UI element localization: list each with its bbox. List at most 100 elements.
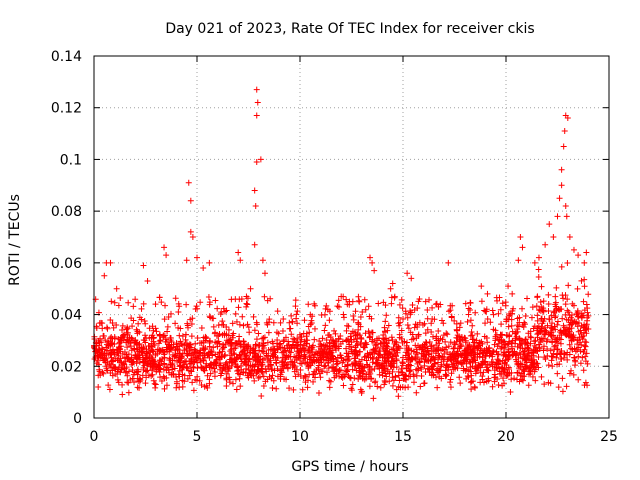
data-point [273,385,280,392]
data-point [516,337,523,344]
data-point [298,336,305,343]
data-point [240,338,247,345]
data-point [371,267,378,274]
data-point [331,374,338,381]
data-point [428,320,435,327]
data-point [202,333,209,340]
data-point [243,300,250,307]
data-point [229,320,236,327]
data-point [405,351,412,358]
data-point [519,244,526,251]
data-point [257,156,264,163]
data-point [434,384,441,391]
data-point [559,315,566,322]
data-point [171,365,178,372]
data-point [489,383,496,390]
y-tick-label: 0.1 [60,152,82,168]
data-point [193,377,200,384]
data-point [369,259,376,266]
data-point [136,351,143,358]
data-point [559,388,566,395]
data-point [395,393,402,400]
data-point [217,366,224,373]
data-point [253,159,260,166]
data-point [351,329,358,336]
data-point [107,339,114,346]
data-point [424,326,431,333]
data-point [524,350,531,357]
data-point [574,309,581,316]
data-point [304,359,311,366]
data-point [529,361,536,368]
data-point [268,346,275,353]
data-point [324,369,331,376]
data-point [351,355,358,362]
data-point [294,348,301,355]
data-point [533,303,540,310]
data-point [163,382,170,389]
data-point [129,366,136,373]
data-point [430,354,437,361]
data-point [371,379,378,386]
data-point [96,366,103,373]
data-point [343,327,350,334]
data-point [392,338,399,345]
data-point [549,338,556,345]
data-point [217,310,224,317]
data-point [264,363,271,370]
data-point [248,372,255,379]
data-point [330,364,337,371]
data-point [506,352,513,359]
data-point [384,343,391,350]
data-point [578,277,585,284]
data-point [399,360,406,367]
data-point [338,355,345,362]
data-point [238,366,245,373]
data-point [95,372,102,379]
data-point [373,341,380,348]
data-point [304,384,311,391]
data-point [109,320,116,327]
data-point [103,341,110,348]
data-point [551,323,558,330]
data-point [568,367,575,374]
data-point [558,182,565,189]
data-point [403,376,410,383]
data-point [537,298,544,305]
data-point [500,349,507,356]
data-point [413,389,420,396]
data-point [235,249,242,256]
data-point [301,355,308,362]
data-point [323,354,330,361]
data-point [350,316,357,323]
data-point [311,300,318,307]
data-point [266,316,273,323]
data-point [246,355,253,362]
data-point [570,302,577,309]
data-point [498,321,505,328]
data-point [577,348,584,355]
data-point [184,352,191,359]
data-point [357,313,364,320]
data-point [111,333,118,340]
data-point [259,335,266,342]
data-point [115,344,122,351]
data-point [522,313,529,320]
data-point [381,358,388,365]
data-point [292,303,299,310]
data-point [297,372,304,379]
data-point [541,354,548,361]
data-point [563,383,570,390]
data-point [254,368,261,375]
data-point [451,317,458,324]
data-point [291,368,298,375]
data-point [444,331,451,338]
data-point [223,331,230,338]
data-point [256,373,263,380]
data-point [296,331,303,338]
data-point [340,382,347,389]
data-point [311,325,318,332]
data-point [431,360,438,367]
data-point [560,295,567,302]
data-point [316,338,323,345]
